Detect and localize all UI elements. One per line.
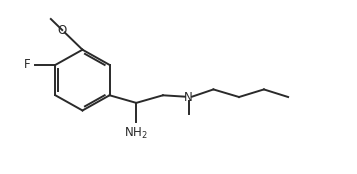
- Text: N: N: [184, 90, 193, 104]
- Text: NH$_2$: NH$_2$: [124, 126, 148, 141]
- Text: O: O: [57, 24, 66, 37]
- Text: F: F: [24, 58, 31, 71]
